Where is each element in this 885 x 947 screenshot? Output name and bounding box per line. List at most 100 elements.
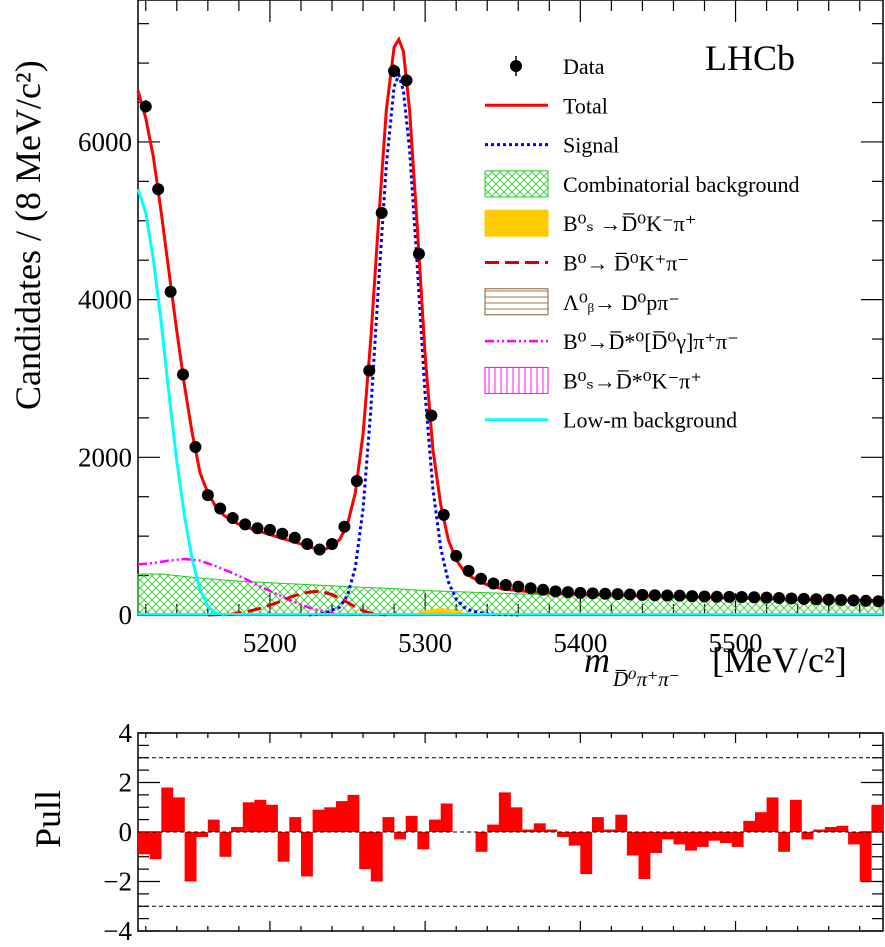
- low-m-background-curve: [136, 188, 224, 617]
- data-point: [537, 583, 550, 596]
- legend-swatch: [484, 288, 549, 316]
- legend-swatch: [484, 170, 549, 198]
- pull-bar: [347, 794, 360, 832]
- pull-bar: [172, 797, 185, 832]
- pull-bar: [557, 832, 569, 837]
- data-point: [350, 474, 363, 487]
- pull-bar: [301, 832, 313, 877]
- data-point: [201, 489, 214, 502]
- signal-curve: [308, 70, 519, 617]
- data-point: [288, 531, 301, 544]
- data-point: [450, 549, 463, 562]
- pull-bar: [254, 799, 267, 832]
- pull-bar: [720, 832, 732, 844]
- pull-bar: [661, 832, 674, 840]
- legend-label: B⁰ₛ→D̅*⁰K⁻π⁺: [563, 368, 702, 393]
- pull-bar: [219, 832, 232, 857]
- data-point: [760, 591, 773, 604]
- pull-bar: [207, 819, 220, 832]
- pull-bar: [335, 801, 348, 832]
- data-point: [437, 508, 450, 521]
- pull-bar: [626, 832, 639, 856]
- pull-axis-title: Pull: [28, 790, 68, 848]
- data-point: [549, 585, 562, 598]
- legend-swatch: [484, 209, 549, 237]
- pull-bar: [138, 832, 150, 855]
- data-point: [239, 518, 252, 531]
- legend-item-lambdab: Λ⁰ᵦ→ D⁰pπ⁻: [484, 288, 680, 316]
- pull-bar: [510, 807, 523, 833]
- pull-bar: [498, 792, 511, 832]
- data-point: [710, 590, 723, 603]
- pull-bar: [638, 832, 651, 879]
- data-point: [586, 587, 599, 600]
- data-point: [276, 527, 289, 540]
- pull-bar: [789, 799, 802, 832]
- data-point: [189, 441, 202, 454]
- x-axis-title: m D̅⁰π⁺π⁻ [MeV/c²]: [584, 640, 847, 691]
- pull-bar: [522, 829, 534, 832]
- data-point: [574, 586, 587, 599]
- data-point: [375, 206, 388, 219]
- x-tick-label: 5400: [553, 628, 607, 658]
- x-tick-label: 5300: [398, 628, 452, 658]
- y-tick-label: 6000: [78, 127, 132, 157]
- data-point: [624, 588, 637, 601]
- legend-item-comb: Combinatorial background: [484, 170, 799, 198]
- data-point: [872, 595, 885, 608]
- legend-label: Λ⁰ᵦ→ D⁰pπ⁻: [563, 290, 680, 315]
- data-point: [388, 64, 401, 77]
- y-tick-label: 0: [119, 600, 133, 630]
- data-point: [177, 368, 190, 381]
- legend-item-lowm: Low-m background: [485, 408, 737, 433]
- x-tick-label: 5200: [243, 628, 297, 658]
- pull-bar: [370, 832, 383, 882]
- legend-item-bs_dstar: B⁰ₛ→D̅*⁰K⁻π⁺: [484, 366, 702, 394]
- data-point: [139, 100, 152, 113]
- data-point: [251, 522, 264, 535]
- pull-bar: [429, 819, 441, 832]
- x-axis-title-sub: D̅⁰π⁺π⁻: [612, 667, 680, 691]
- legend-item-data: Data: [510, 54, 605, 79]
- pull-bar: [266, 804, 278, 832]
- data-point: [412, 247, 425, 260]
- data-point: [773, 592, 786, 605]
- data-point: [164, 285, 177, 298]
- data-point: [673, 589, 686, 602]
- data-point: [561, 586, 574, 599]
- pull-bar: [685, 832, 697, 851]
- pull-bar: [382, 817, 395, 832]
- pull-bar: [848, 832, 860, 845]
- data-point: [301, 538, 314, 551]
- pull-bar: [871, 804, 884, 832]
- pull-bar: [615, 814, 628, 832]
- pull-bar: [312, 809, 325, 832]
- data-point: [462, 564, 475, 577]
- pull-bar: [277, 832, 290, 862]
- pull-bar: [731, 832, 744, 847]
- data-point: [611, 588, 624, 601]
- pull-bar: [231, 827, 243, 832]
- pull-bar: [813, 829, 826, 832]
- data-point: [599, 587, 612, 600]
- pull-y-tick-label: 0: [119, 817, 133, 847]
- legend-label: B⁰ₛ →D̅⁰K⁻π⁺: [563, 211, 696, 236]
- data-point: [400, 74, 413, 87]
- data-point: [263, 523, 276, 536]
- data-point: [835, 594, 848, 607]
- legend-item-dstar_gamma: B⁰→D̅*⁰[D̅⁰γ]π⁺π⁻: [485, 329, 739, 354]
- brand-label: LHCb: [705, 38, 795, 78]
- legend-item-total: Total: [485, 93, 608, 118]
- pull-bar: [696, 832, 709, 847]
- legend-label: Signal: [563, 133, 619, 158]
- data-point: [214, 502, 227, 515]
- data-point: [425, 409, 438, 422]
- pull-y-tick-label: 4: [119, 718, 133, 748]
- pull-bar: [533, 823, 546, 832]
- data-point: [822, 593, 835, 606]
- pull-bar: [778, 832, 791, 852]
- legend-label: B⁰→D̅*⁰[D̅⁰γ]π⁺π⁻: [563, 329, 739, 354]
- pull-bar: [859, 832, 872, 882]
- pull-bar: [289, 817, 302, 832]
- legend-label: Data: [563, 54, 605, 79]
